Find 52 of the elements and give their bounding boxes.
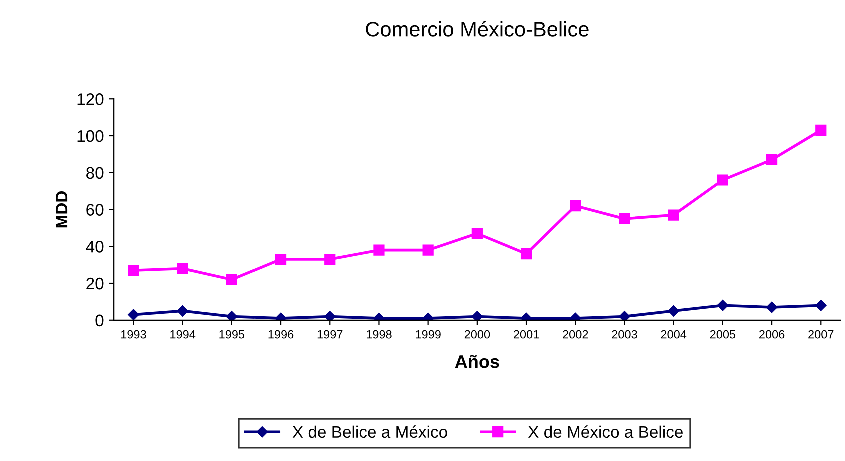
x-tick-label: 2003 xyxy=(612,330,638,339)
chart-title: Comercio México-Belice xyxy=(366,21,589,37)
x-tick-label: 1998 xyxy=(366,330,392,339)
point xyxy=(324,311,336,320)
point xyxy=(816,124,827,136)
point xyxy=(520,248,532,260)
point xyxy=(472,228,483,240)
x-tick-label: 2006 xyxy=(759,330,785,339)
x-tick-label: 2001 xyxy=(514,330,540,339)
y-tick-label: 120 xyxy=(78,94,104,106)
x-tick-label: 1997 xyxy=(318,330,343,339)
point xyxy=(717,174,728,186)
y-tick-label: 100 xyxy=(78,130,104,142)
y-tick-label: 60 xyxy=(86,204,104,216)
point xyxy=(668,210,680,221)
point xyxy=(619,213,630,225)
x-tick-label: 2007 xyxy=(808,330,834,339)
x-tick-label: 1999 xyxy=(416,330,441,339)
x-axis-title: Años xyxy=(455,355,500,368)
x-tick-label: 1995 xyxy=(220,330,245,339)
point xyxy=(570,200,582,212)
x-tick-label: 2004 xyxy=(661,330,687,339)
x-tick-label: 1996 xyxy=(268,330,294,339)
x-tick-label: 2000 xyxy=(464,330,490,339)
point xyxy=(128,309,140,320)
point xyxy=(422,244,434,256)
point xyxy=(619,311,630,320)
y-axis-title: MDD xyxy=(56,191,68,228)
y-tick-label: 40 xyxy=(86,241,104,253)
x-tick-label: 2005 xyxy=(710,330,736,339)
y-tick-label: 20 xyxy=(86,278,104,290)
point xyxy=(177,263,188,274)
x-tick-label: 1994 xyxy=(170,330,196,339)
point xyxy=(324,254,336,266)
point xyxy=(766,154,778,166)
legend-label: X de México a Belice xyxy=(528,426,683,438)
x-tick-label: 2002 xyxy=(563,330,588,339)
point xyxy=(275,254,287,266)
point xyxy=(816,300,827,312)
point xyxy=(472,311,484,320)
point xyxy=(177,306,188,317)
point xyxy=(668,306,680,317)
point xyxy=(766,302,778,314)
x-tick-label: 1993 xyxy=(121,330,146,339)
point xyxy=(226,311,238,320)
point xyxy=(226,274,238,286)
point xyxy=(717,300,729,312)
point xyxy=(374,244,385,256)
legend-label: X de Belice a México xyxy=(292,426,448,438)
y-tick-label: 80 xyxy=(86,167,104,180)
y-tick-label: 0 xyxy=(96,314,104,327)
point xyxy=(128,265,140,276)
